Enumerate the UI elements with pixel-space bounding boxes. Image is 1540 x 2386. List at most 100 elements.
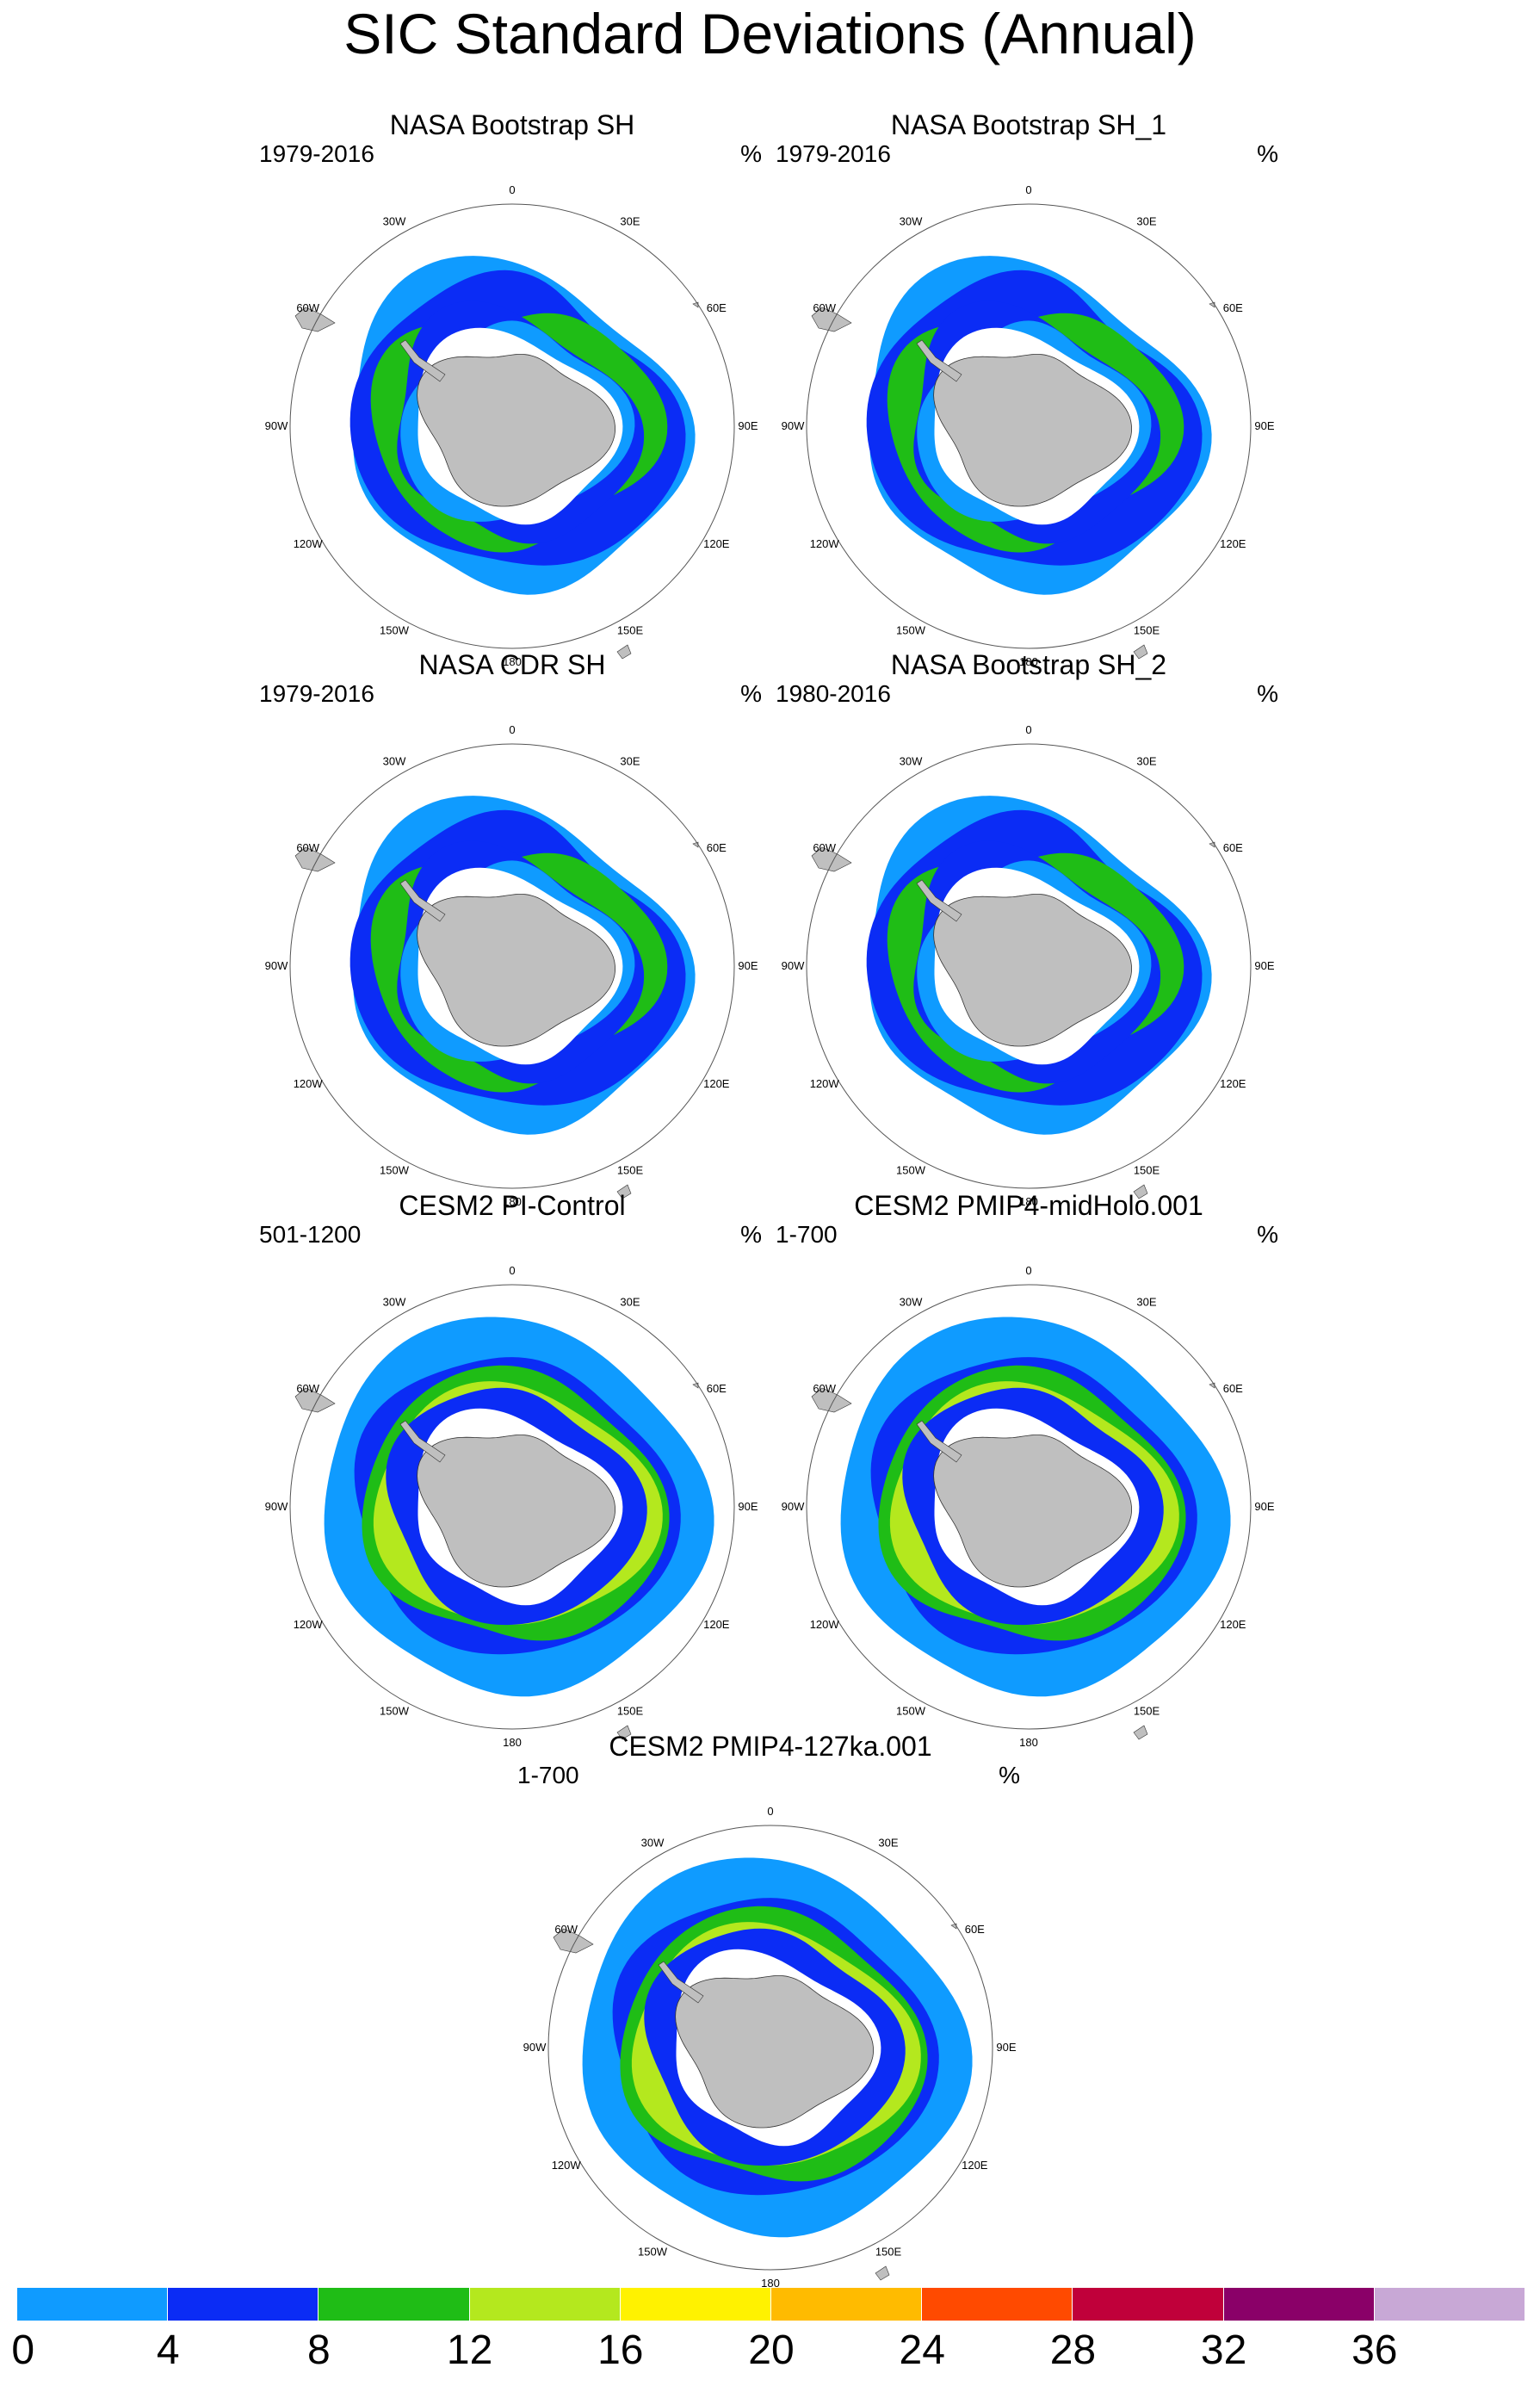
longitude-label: 60E xyxy=(707,841,727,854)
longitude-label: 150W xyxy=(380,1704,410,1717)
longitude-label: 90W xyxy=(782,1500,805,1513)
longitude-label: 120E xyxy=(1220,1077,1246,1090)
map-panel-nasa-bootstrap-sh: NASA Bootstrap SH 1979-2016 % 0 30E 60E 90E… xyxy=(245,109,779,693)
polar-map: 0 30E 60E 90E 120E 150E 180 150W 120W 90W 60W 30W xyxy=(782,1264,1275,1749)
colorbar-box xyxy=(17,2288,169,2321)
panel-title: CESM2 PI-Control xyxy=(399,1190,626,1221)
longitude-label: 30W xyxy=(900,1296,923,1309)
panel-unit: % xyxy=(1257,140,1278,167)
longitude-label: 30W xyxy=(383,755,406,768)
panel-unit: % xyxy=(1257,1221,1278,1248)
longitude-label: 180 xyxy=(1019,655,1038,668)
map-panel-cesm2-pi-control: CESM2 PI-Control 501-1200 % 0 30E 60E 90E 12… xyxy=(245,1190,779,1774)
colorbar-tick-label: 24 xyxy=(899,2327,945,2373)
colorbar-box xyxy=(1073,2288,1224,2321)
longitude-label: 30W xyxy=(641,1837,665,1850)
polar-map: 0 30E 60E 90E 120E 150E 180 150W 120W 90W 60W 30W xyxy=(265,723,758,1208)
longitude-label: 90W xyxy=(782,419,805,432)
longitude-label: 30W xyxy=(900,755,923,768)
longitude-label: 60E xyxy=(965,1923,985,1936)
longitude-label: 150E xyxy=(1134,1163,1160,1176)
longitude-label: 120E xyxy=(703,537,730,550)
polar-map: 0 30E 60E 90E 120E 150E 180 150W 120W 90W 60W 30W xyxy=(782,723,1275,1208)
colorbar-tick-label: 0 xyxy=(11,2327,35,2373)
longitude-label: 60W xyxy=(813,1382,836,1395)
longitude-label: 0 xyxy=(1025,183,1031,196)
panel-unit: % xyxy=(999,1762,1020,1788)
longitude-label: 150E xyxy=(875,2245,902,2258)
colorbar-tick-label: 12 xyxy=(446,2327,493,2373)
panel-title: NASA Bootstrap SH_1 xyxy=(890,109,1167,140)
colorbar-box xyxy=(469,2288,621,2321)
longitude-label: 30W xyxy=(383,215,406,228)
longitude-label: 120W xyxy=(294,537,324,550)
panel-title: NASA Bootstrap SH_2 xyxy=(890,649,1167,680)
colorbar-tick-label: 16 xyxy=(597,2327,644,2373)
polar-map: 0 30E 60E 90E 120E 150E 180 150W 120W 90W 60W 30W xyxy=(782,183,1275,668)
longitude-label: 90E xyxy=(996,2041,1016,2054)
longitude-label: 120W xyxy=(294,1618,324,1631)
longitude-label: 0 xyxy=(1025,1264,1031,1277)
longitude-label: 180 xyxy=(1019,1736,1038,1749)
longitude-label: 150W xyxy=(896,1704,926,1717)
map-panel-nasa-bootstrap-sh-2: NASA Bootstrap SH_2 1980-2016 % 0 30E 60E 9… xyxy=(762,649,1296,1233)
longitude-label: 0 xyxy=(1025,723,1031,736)
longitude-label: 60E xyxy=(707,301,727,314)
longitude-label: 60W xyxy=(554,1923,578,1936)
longitude-label: 0 xyxy=(767,1805,773,1818)
panel-year-range: 1979-2016 xyxy=(776,140,891,167)
map-panel-cesm2-127ka: CESM2 PMIP4-127ka.001 1-700 % 0 30E 60E 90E… xyxy=(504,1731,1037,2315)
colorbar-box xyxy=(771,2288,923,2321)
colorbar-box xyxy=(1223,2288,1375,2321)
longitude-label: 90W xyxy=(265,1500,288,1513)
panel-title: CESM2 PMIP4-127ka.001 xyxy=(609,1731,932,1762)
longitude-label: 120E xyxy=(703,1077,730,1090)
figure-title: SIC Standard Deviations (Annual) xyxy=(343,2,1197,65)
map-panel-nasa-bootstrap-sh-1: NASA Bootstrap SH_1 1979-2016 % 0 30E 60E 9… xyxy=(762,109,1296,693)
panel-unit: % xyxy=(740,680,762,707)
longitude-label: 120W xyxy=(810,537,840,550)
longitude-label: 60W xyxy=(296,1382,319,1395)
longitude-label: 150E xyxy=(1134,623,1160,636)
longitude-label: 90E xyxy=(1254,959,1274,972)
longitude-label: 60E xyxy=(1223,841,1243,854)
polar-map: 0 30E 60E 90E 120E 150E 180 150W 120W 90W 60W 30W xyxy=(265,183,758,668)
panel-year-range: 1-700 xyxy=(517,1762,579,1788)
map-panel-cesm2-midholo: CESM2 PMIP4-midHolo.001 1-700 % 0 30E 60E 9… xyxy=(762,1190,1296,1774)
longitude-label: 120W xyxy=(552,2159,582,2172)
colorbar-tick-label: 8 xyxy=(307,2327,331,2373)
longitude-label: 180 xyxy=(503,655,522,668)
colorbar-tick-label: 4 xyxy=(156,2327,180,2373)
colorbar-box xyxy=(1374,2288,1525,2321)
colorbar-tick-label: 36 xyxy=(1351,2327,1398,2373)
longitude-label: 30E xyxy=(620,215,640,228)
longitude-label: 90E xyxy=(1254,419,1274,432)
colorbar-box xyxy=(620,2288,771,2321)
longitude-label: 30E xyxy=(620,755,640,768)
longitude-label: 60W xyxy=(813,841,836,854)
colorbar-box xyxy=(922,2288,1073,2321)
colorbar-box xyxy=(168,2288,319,2321)
longitude-label: 180 xyxy=(1019,1195,1038,1208)
longitude-label: 180 xyxy=(503,1736,522,1749)
longitude-label: 60W xyxy=(296,841,319,854)
longitude-label: 120W xyxy=(810,1618,840,1631)
colorbar-tick-label: 28 xyxy=(1049,2327,1097,2373)
longitude-label: 0 xyxy=(509,723,515,736)
panel-year-range: 1980-2016 xyxy=(776,680,891,707)
longitude-label: 30E xyxy=(878,1837,898,1850)
longitude-label: 150W xyxy=(380,623,410,636)
panel-year-range: 1-700 xyxy=(776,1221,838,1248)
longitude-label: 90E xyxy=(738,419,758,432)
longitude-label: 180 xyxy=(761,2277,780,2290)
panel-year-range: 501-1200 xyxy=(259,1221,362,1248)
panel-unit: % xyxy=(740,140,762,167)
longitude-label: 150E xyxy=(617,1163,644,1176)
longitude-label: 30E xyxy=(1136,755,1156,768)
longitude-label: 90W xyxy=(265,419,288,432)
longitude-label: 60W xyxy=(296,301,319,314)
longitude-label: 60E xyxy=(1223,301,1243,314)
panel-title: NASA CDR SH xyxy=(418,649,606,680)
longitude-label: 120W xyxy=(810,1077,840,1090)
longitude-label: 90W xyxy=(782,959,805,972)
